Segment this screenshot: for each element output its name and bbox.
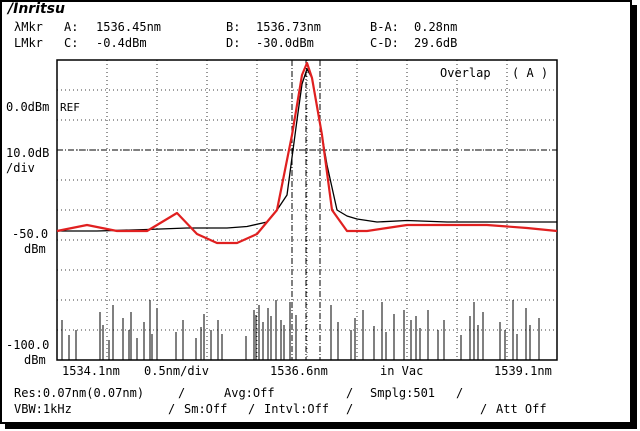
marker-d-value: -30.0dBm [256, 36, 314, 50]
bottom-level-label: -100.0 [6, 338, 50, 352]
x-center-label: 1536.6nm [270, 364, 328, 378]
trace-line-overlap [56, 61, 558, 245]
marker-a-label: A: [64, 20, 79, 34]
overlap-mode-label: Overlap [440, 66, 491, 80]
x-medium-label: in Vac [380, 364, 424, 378]
smoothing-setting: Sm:Off [184, 402, 228, 416]
ref-tag: REF [60, 101, 80, 114]
marker-cd-value: 29.6dB [414, 36, 458, 50]
noise-bars [61, 300, 540, 360]
separator: / [346, 386, 354, 400]
brand-logo: /Inritsu [8, 1, 65, 17]
average-setting: Avg:Off [224, 386, 275, 400]
bottom-unit-label: dBm [24, 353, 46, 367]
x-div-label: 0.5nm/div [144, 364, 210, 378]
separator: / [178, 386, 186, 400]
trace-line-measured [57, 68, 557, 232]
ref-level-label: 0.0dBm [6, 100, 50, 114]
level-marker-name: LMkr [14, 36, 43, 50]
scale-unit-label: /div [6, 161, 35, 175]
marker-a-value: 1536.45nm [96, 20, 162, 34]
marker-ba-label: B-A: [370, 20, 399, 34]
traces [56, 61, 558, 245]
attenuator-setting: Att Off [496, 402, 547, 416]
separator: / [168, 402, 176, 416]
x-end-label: 1539.1nm [494, 364, 552, 378]
separator: / [346, 402, 354, 416]
separator: / [248, 402, 256, 416]
marker-c-label: C: [64, 36, 79, 50]
mid-unit-label: dBm [24, 242, 46, 256]
separator: / [480, 402, 488, 416]
mid-level-label: -50.0 [12, 227, 49, 241]
trace-id-label: ( A ) [512, 66, 549, 80]
marker-ba-value: 0.28nm [414, 20, 458, 34]
marker-cd-label: C-D: [370, 36, 399, 50]
resolution-setting: Res:0.07nm(0.07nm) [14, 386, 145, 400]
marker-b-value: 1536.73nm [256, 20, 322, 34]
sampling-setting: Smplg:501 [370, 386, 436, 400]
marker-c-value: -0.4dBm [96, 36, 147, 50]
interval-setting: Intvl:Off [264, 402, 330, 416]
separator: / [456, 386, 464, 400]
marker-lines [291, 60, 321, 360]
vbw-setting: VBW:1kHz [14, 402, 72, 416]
marker-d-label: D: [226, 36, 241, 50]
wavelength-marker-name: λMkr [14, 20, 43, 34]
x-start-label: 1534.1nm [62, 364, 120, 378]
marker-b-label: B: [226, 20, 241, 34]
scale-label: 10.0dB [6, 146, 50, 160]
